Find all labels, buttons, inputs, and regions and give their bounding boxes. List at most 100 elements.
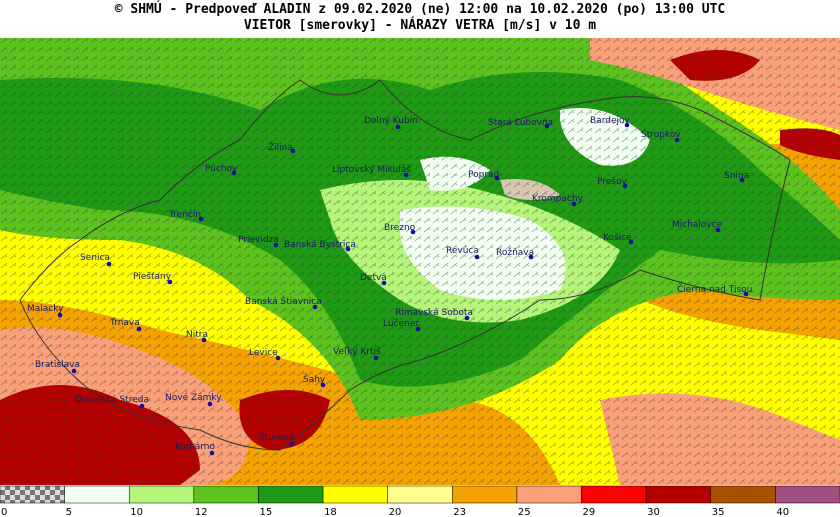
city-dot — [373, 355, 379, 361]
city-label: Piešťany — [133, 271, 172, 282]
legend: 0 5 10 12 15 18 20 23 25 29 30 35 40 — [0, 485, 840, 517]
city-label: Púchov — [205, 164, 238, 174]
city-dot — [739, 177, 745, 183]
city-dot — [312, 304, 318, 310]
legend-swatch — [710, 485, 776, 504]
title-line: © SHMÚ - Predpoveď ALADIN z 09.02.2020 (… — [114, 2, 726, 17]
legend-label: 25 — [518, 507, 531, 517]
city-label: Malacky — [27, 304, 64, 314]
legend-label: 18 — [324, 507, 337, 517]
city-label: Detva — [360, 273, 387, 283]
legend-swatch — [64, 485, 130, 504]
city-dot — [320, 382, 326, 388]
city-label: Rožňava — [496, 247, 534, 258]
city-dot — [209, 450, 215, 456]
city-dot — [106, 261, 112, 267]
city-label: Štúrovo — [259, 431, 294, 443]
city-dot — [207, 401, 213, 407]
legend-swatch — [775, 485, 840, 504]
legend-label: 0 — [1, 507, 7, 517]
city-dot — [290, 148, 296, 154]
legend-label: 10 — [130, 507, 143, 517]
city-dot — [474, 254, 480, 260]
city-dot — [289, 441, 295, 447]
city-label: Nitra — [186, 330, 208, 340]
city-label: Čierna nad Tisou — [677, 283, 752, 295]
city-label: Revúca — [446, 246, 479, 256]
city-dot — [57, 312, 63, 318]
city-dot — [71, 368, 77, 374]
legend-swatch — [0, 485, 65, 504]
city-label: Nové Zámky — [165, 392, 222, 403]
legend-swatch — [193, 485, 259, 504]
city-label: Trenčín — [168, 209, 201, 220]
city-dot — [628, 239, 634, 245]
city-dot — [415, 326, 421, 332]
legend-label: 30 — [647, 507, 660, 517]
legend-label: 5 — [66, 507, 72, 517]
city-label: Dunajská Streda — [75, 395, 149, 405]
legend-swatch — [322, 485, 388, 504]
city-dot — [622, 183, 628, 189]
city-dot — [403, 172, 409, 178]
legend-swatch — [645, 485, 712, 504]
city-label: Michalovce — [672, 220, 723, 230]
city-label: Rimavská Sobota — [395, 308, 473, 318]
cities: Dolný Kubín Stará Ľubovňa Bardejov Stropkov… — [27, 116, 752, 456]
city-label: Brezno — [384, 223, 416, 233]
city-label: Prievidza — [238, 235, 279, 245]
city-label: Žilina — [268, 141, 293, 153]
legend-label: 20 — [389, 507, 402, 517]
city-label: Banská Bystrica — [284, 240, 356, 250]
city-dot — [381, 280, 387, 286]
city-dot — [544, 123, 550, 129]
city-dot — [136, 326, 142, 332]
city-label: Prešov — [597, 176, 628, 187]
city-dot — [410, 229, 416, 235]
city-label: Lučenec — [383, 318, 420, 329]
city-dot — [167, 279, 173, 285]
city-label: Trnava — [109, 318, 140, 328]
city-dot — [345, 246, 351, 252]
city-label: Bratislava — [35, 360, 80, 370]
legend-swatch — [581, 485, 647, 504]
city-label: Košice — [603, 232, 632, 243]
city-label: Šahy — [303, 373, 326, 385]
legend-swatch — [387, 485, 453, 504]
city-label: Liptovský Mikuláš — [332, 164, 411, 175]
city-dot — [198, 216, 204, 222]
city-label: Veľký Krtíš — [333, 346, 381, 357]
legend-swatch — [128, 485, 195, 504]
city-dot — [139, 403, 145, 409]
legend-label: 12 — [195, 507, 208, 517]
city-dot — [571, 201, 577, 207]
city-dot — [494, 175, 500, 181]
legend-label: 29 — [583, 507, 596, 517]
city-label: Stará Ľubovňa — [488, 117, 553, 128]
map-field — [0, 38, 840, 485]
legend-label: 23 — [453, 507, 466, 517]
city-dot — [528, 254, 534, 260]
city-label: Senica — [80, 253, 110, 263]
city-label: Levice — [249, 348, 278, 358]
city-dot — [231, 170, 237, 176]
city-label: Dolný Kubín — [364, 116, 418, 126]
city-dot — [624, 122, 630, 128]
city-dot — [743, 291, 749, 297]
city-label: Banská Štiavnica — [245, 295, 322, 307]
city-dot — [674, 137, 680, 143]
legend-swatch — [452, 485, 518, 504]
city-label: Komárno — [175, 442, 215, 452]
city-dot — [273, 242, 279, 248]
subtitle-line: VIETOR [smerovky] - NÁRAZY VETRA [m/s] v… — [243, 18, 597, 33]
city-dot — [715, 227, 721, 233]
legend-label: 15 — [259, 507, 272, 517]
city-label: Snina — [724, 171, 749, 181]
city-dot — [201, 337, 207, 343]
city-dot — [395, 124, 401, 130]
city-dot — [275, 355, 281, 361]
legend-swatch — [258, 485, 324, 504]
legend-label: 35 — [712, 507, 725, 517]
